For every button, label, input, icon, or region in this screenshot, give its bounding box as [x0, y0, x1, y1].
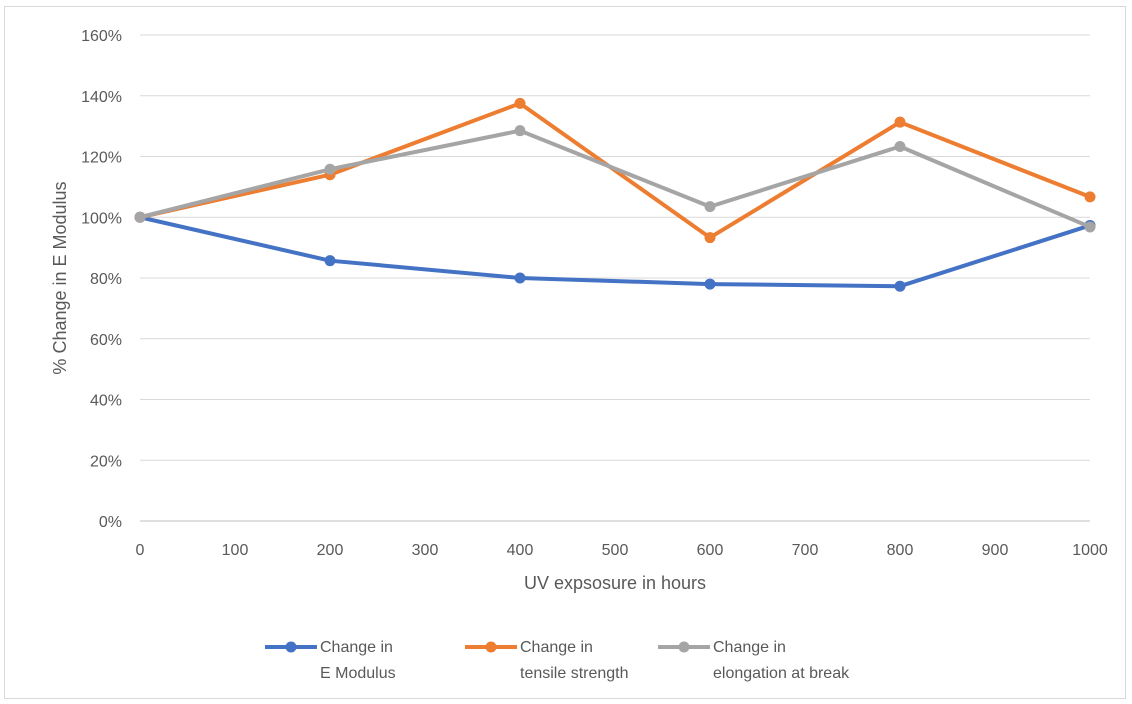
series [134, 211, 1096, 292]
y-tick-label: 60% [90, 332, 122, 349]
x-axis-ticks: 0 100 200 300 400 500 600 700 800 900 1000 [136, 542, 1108, 559]
data-point [514, 97, 526, 109]
y-axis-ticks: 0% 20% 40% 60% 80% 100% 120% 140% 160% [81, 28, 122, 531]
data-point [1084, 221, 1096, 233]
series [134, 125, 1096, 233]
x-tick-label: 400 [507, 542, 534, 559]
data-point [1084, 191, 1096, 203]
x-tick-label: 500 [602, 542, 629, 559]
y-tick-label: 80% [90, 271, 122, 288]
x-axis-title: UV expsosure in hours [524, 573, 706, 593]
y-tick-label: 0% [99, 514, 122, 531]
x-tick-label: 300 [412, 542, 439, 559]
y-tick-label: 100% [81, 210, 122, 227]
data-point [894, 140, 906, 152]
legend-label: Change in [520, 639, 593, 656]
x-tick-label: 900 [982, 542, 1009, 559]
legend-swatch-marker [485, 641, 497, 653]
legend-label: Change in [320, 639, 393, 656]
data-point [324, 255, 336, 267]
chart-frame [4, 6, 1126, 699]
data-point [514, 125, 526, 137]
x-tick-label: 1000 [1072, 542, 1108, 559]
y-tick-label: 160% [81, 28, 122, 45]
data-point [134, 211, 146, 223]
y-axis-title: % Change in E Modulus [50, 181, 70, 374]
x-tick-label: 800 [887, 542, 914, 559]
legend-item: Change in E Modulus [265, 639, 396, 682]
data-point [704, 201, 716, 213]
legend-item: Change in elongation at break [658, 639, 850, 682]
series-group [134, 97, 1096, 292]
gridlines [140, 34, 1090, 522]
legend-item: Change in tensile strength [465, 639, 629, 682]
legend-label: tensile strength [520, 665, 629, 682]
y-tick-label: 40% [90, 393, 122, 410]
x-tick-label: 100 [222, 542, 249, 559]
data-point [704, 278, 716, 290]
y-tick-label: 140% [81, 89, 122, 106]
series-line [138, 215, 1092, 289]
x-tick-label: 700 [792, 542, 819, 559]
series-line [138, 128, 1092, 229]
data-point [894, 280, 906, 292]
data-point [894, 116, 906, 128]
data-point [514, 272, 526, 284]
x-tick-label: 0 [136, 542, 145, 559]
y-tick-label: 20% [90, 453, 122, 470]
legend-label: elongation at break [713, 665, 850, 682]
data-point [324, 163, 336, 175]
x-tick-label: 600 [697, 542, 724, 559]
legend-label: E Modulus [320, 665, 396, 682]
data-point [704, 232, 716, 244]
x-tick-label: 200 [317, 542, 344, 559]
legend-label: Change in [713, 639, 786, 656]
y-tick-label: 120% [81, 150, 122, 167]
legend-swatch-marker [285, 641, 297, 653]
legend-swatch-marker [678, 641, 690, 653]
legend: Change in E Modulus Change in tensile stren… [265, 639, 850, 682]
